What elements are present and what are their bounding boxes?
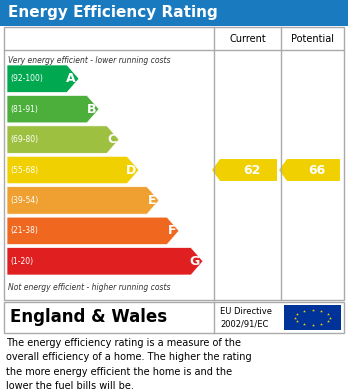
Text: (39-54): (39-54) <box>10 196 38 205</box>
Text: A: A <box>66 72 76 85</box>
Text: The energy efficiency rating is a measure of the
overall efficiency of a home. T: The energy efficiency rating is a measur… <box>6 338 252 391</box>
Text: (81-91): (81-91) <box>10 105 38 114</box>
Text: Not energy efficient - higher running costs: Not energy efficient - higher running co… <box>8 283 171 292</box>
Text: (1-20): (1-20) <box>10 257 33 266</box>
Text: Energy Efficiency Rating: Energy Efficiency Rating <box>8 5 218 20</box>
Text: Potential: Potential <box>291 34 334 43</box>
Polygon shape <box>212 159 277 181</box>
Text: (55-68): (55-68) <box>10 165 38 174</box>
Polygon shape <box>279 159 340 181</box>
Polygon shape <box>7 65 79 92</box>
Polygon shape <box>7 95 99 123</box>
Text: G: G <box>190 255 200 268</box>
Polygon shape <box>7 156 139 184</box>
Text: (69-80): (69-80) <box>10 135 38 144</box>
Bar <box>0 0 348 26</box>
Polygon shape <box>7 126 119 153</box>
Text: 62: 62 <box>243 163 260 176</box>
Text: D: D <box>126 163 136 176</box>
Text: E: E <box>148 194 156 207</box>
Bar <box>4 27 344 300</box>
Polygon shape <box>7 187 159 214</box>
Text: (92-100): (92-100) <box>10 74 43 83</box>
Bar <box>284 305 341 330</box>
Text: Current: Current <box>229 34 266 43</box>
Text: C: C <box>107 133 116 146</box>
Text: (21-38): (21-38) <box>10 226 38 235</box>
Text: 66: 66 <box>308 163 325 176</box>
Text: B: B <box>87 103 96 116</box>
Polygon shape <box>7 248 203 275</box>
Text: EU Directive
2002/91/EC: EU Directive 2002/91/EC <box>220 307 272 328</box>
Text: F: F <box>167 224 176 237</box>
Bar <box>4 302 344 333</box>
Polygon shape <box>7 217 179 245</box>
Text: Very energy efficient - lower running costs: Very energy efficient - lower running co… <box>8 56 171 65</box>
Text: England & Wales: England & Wales <box>10 308 167 326</box>
